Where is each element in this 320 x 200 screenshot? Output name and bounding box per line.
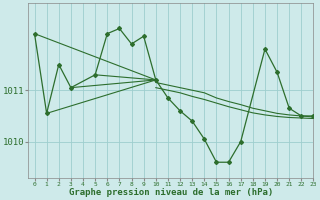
X-axis label: Graphe pression niveau de la mer (hPa): Graphe pression niveau de la mer (hPa) <box>69 188 273 197</box>
